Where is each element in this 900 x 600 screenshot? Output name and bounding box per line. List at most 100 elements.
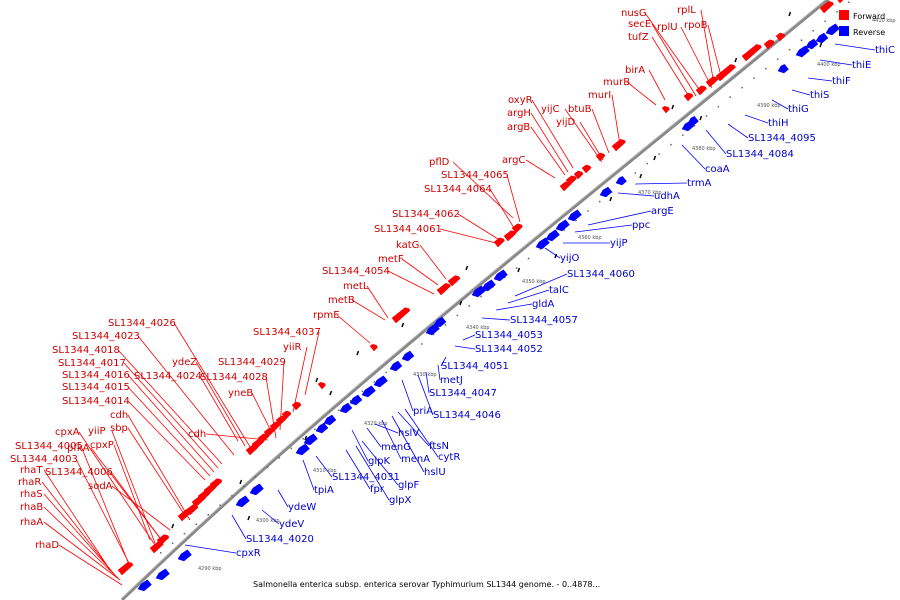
forward-gene-label[interactable]: ydeZ — [172, 357, 197, 368]
forward-gene-block[interactable] — [447, 275, 461, 287]
reverse-gene-label[interactable]: udhA — [654, 191, 680, 202]
forward-gene-label[interactable]: rpoB — [684, 20, 708, 31]
forward-gene-block[interactable] — [436, 283, 451, 296]
reverse-gene-label[interactable]: fpr — [370, 484, 385, 495]
forward-gene-label[interactable]: argH — [507, 108, 531, 119]
forward-gene-label[interactable]: SL1344_4037 — [253, 327, 321, 338]
reverse-gene-label[interactable]: SL1344_4020 — [246, 534, 314, 545]
reverse-gene-block[interactable] — [339, 402, 353, 414]
reverse-gene-block[interactable] — [555, 219, 570, 232]
reverse-gene-label[interactable]: SL1344_4060 — [567, 269, 635, 280]
forward-gene-block[interactable] — [281, 410, 292, 420]
reverse-gene-block[interactable] — [155, 568, 170, 581]
reverse-gene-block[interactable] — [433, 316, 447, 328]
reverse-gene-block[interactable] — [323, 414, 337, 426]
forward-gene-label[interactable]: SL1344_4003 — [10, 454, 78, 465]
forward-gene-label[interactable]: yijC — [541, 104, 559, 115]
forward-gene-block[interactable] — [836, 0, 847, 4]
forward-gene-block[interactable] — [117, 561, 134, 576]
forward-gene-label[interactable]: cdh — [188, 429, 206, 440]
forward-gene-block[interactable] — [611, 139, 626, 152]
reverse-gene-block[interactable] — [567, 209, 582, 222]
forward-gene-label[interactable]: pflD — [429, 157, 450, 168]
forward-gene-label[interactable]: rhaD — [35, 540, 59, 551]
reverse-gene-label[interactable]: hslU — [424, 467, 446, 478]
reverse-gene-label[interactable]: SL1344_4052 — [475, 344, 543, 355]
forward-gene-label[interactable]: rpmE — [313, 310, 340, 321]
reverse-gene-block[interactable] — [687, 115, 699, 126]
reverse-gene-label[interactable]: metJ — [440, 375, 463, 386]
reverse-gene-label[interactable]: thiG — [788, 104, 809, 115]
forward-gene-block[interactable] — [317, 382, 326, 390]
forward-gene-block[interactable] — [695, 85, 707, 96]
forward-gene-block[interactable] — [763, 39, 775, 50]
reverse-gene-label[interactable]: thiS — [810, 90, 829, 101]
reverse-gene-label[interactable]: tpiA — [314, 485, 334, 496]
reverse-gene-label[interactable]: argE — [651, 206, 674, 217]
reverse-gene-label[interactable]: SL1344_4057 — [510, 315, 578, 326]
forward-gene-label[interactable]: SL1344_4065 — [441, 170, 509, 181]
reverse-gene-label[interactable]: yijO — [560, 253, 579, 264]
forward-gene-label[interactable]: SL1344_4017 — [58, 358, 126, 369]
reverse-gene-label[interactable]: cytR — [438, 452, 460, 463]
forward-gene-label[interactable]: SL1344_4029 — [218, 357, 286, 368]
forward-gene-block[interactable] — [369, 344, 378, 352]
reverse-gene-label[interactable]: thiH — [768, 118, 789, 129]
reverse-gene-block[interactable] — [349, 394, 363, 406]
forward-gene-label[interactable]: SL1344_4062 — [392, 209, 460, 220]
forward-gene-block[interactable] — [209, 478, 223, 490]
reverse-gene-block[interactable] — [235, 495, 250, 508]
reverse-gene-label[interactable]: SL1344_4053 — [475, 330, 543, 341]
forward-gene-label[interactable]: yiiR — [283, 342, 301, 353]
forward-gene-block[interactable] — [493, 237, 505, 248]
forward-gene-block[interactable] — [156, 534, 170, 546]
reverse-gene-label[interactable]: priA — [413, 406, 433, 417]
reverse-gene-block[interactable] — [545, 229, 560, 242]
forward-gene-label[interactable]: murI — [588, 90, 611, 101]
forward-gene-label[interactable]: rhaA — [20, 517, 43, 528]
forward-gene-label[interactable]: SL1344_4061 — [374, 224, 442, 235]
reverse-gene-block[interactable] — [795, 45, 810, 58]
forward-gene-label[interactable]: metB — [328, 295, 355, 306]
forward-gene-block[interactable] — [291, 401, 302, 411]
forward-gene-label[interactable]: secE — [628, 19, 651, 30]
reverse-gene-block[interactable] — [295, 443, 310, 456]
reverse-gene-label[interactable]: ftsN — [429, 441, 449, 452]
forward-gene-block[interactable] — [741, 44, 762, 62]
reverse-gene-label[interactable]: menG — [381, 442, 411, 453]
forward-gene-label[interactable]: yneB — [228, 388, 253, 399]
forward-gene-label[interactable]: katG — [396, 240, 419, 251]
reverse-gene-label[interactable]: talC — [549, 285, 569, 296]
forward-gene-label[interactable]: murB — [603, 77, 630, 88]
forward-gene-label[interactable]: nusG — [621, 8, 647, 19]
reverse-gene-label[interactable]: glpF — [398, 480, 419, 491]
forward-gene-block[interactable] — [819, 1, 834, 14]
reverse-gene-label[interactable]: SL1344_4047 — [429, 388, 497, 399]
reverse-gene-label[interactable]: gldA — [532, 299, 554, 310]
reverse-gene-block[interactable] — [825, 23, 840, 36]
forward-gene-block[interactable] — [595, 152, 606, 162]
reverse-gene-block[interactable] — [177, 549, 192, 562]
forward-gene-label[interactable]: cdh — [110, 410, 128, 421]
forward-gene-label[interactable]: argC — [502, 155, 525, 166]
forward-gene-label[interactable]: btuB — [568, 104, 592, 115]
forward-gene-label[interactable]: metL — [343, 281, 369, 292]
forward-gene-label[interactable]: yiiP — [88, 426, 106, 437]
forward-gene-block[interactable] — [581, 164, 592, 174]
reverse-gene-block[interactable] — [599, 186, 613, 198]
reverse-gene-label[interactable]: hslV — [398, 428, 419, 439]
reverse-gene-block[interactable] — [361, 385, 376, 398]
reverse-gene-block[interactable] — [805, 38, 819, 50]
forward-gene-label[interactable]: tufZ — [628, 32, 649, 43]
forward-gene-label[interactable]: SL1344_4006 — [45, 467, 113, 478]
reverse-gene-label[interactable]: SL1344_4046 — [433, 410, 501, 421]
forward-gene-label[interactable]: cpxP — [90, 440, 114, 451]
reverse-gene-block[interactable] — [481, 279, 496, 292]
reverse-gene-label[interactable]: yijP — [610, 238, 628, 249]
forward-gene-label[interactable]: SL1344_4005 — [15, 441, 83, 452]
reverse-gene-block[interactable] — [249, 483, 264, 496]
forward-gene-block[interactable] — [185, 504, 199, 516]
forward-gene-label[interactable]: SL1344_4014 — [62, 396, 130, 407]
reverse-gene-label[interactable]: menA — [401, 454, 430, 465]
reverse-gene-label[interactable]: thiF — [832, 76, 851, 87]
